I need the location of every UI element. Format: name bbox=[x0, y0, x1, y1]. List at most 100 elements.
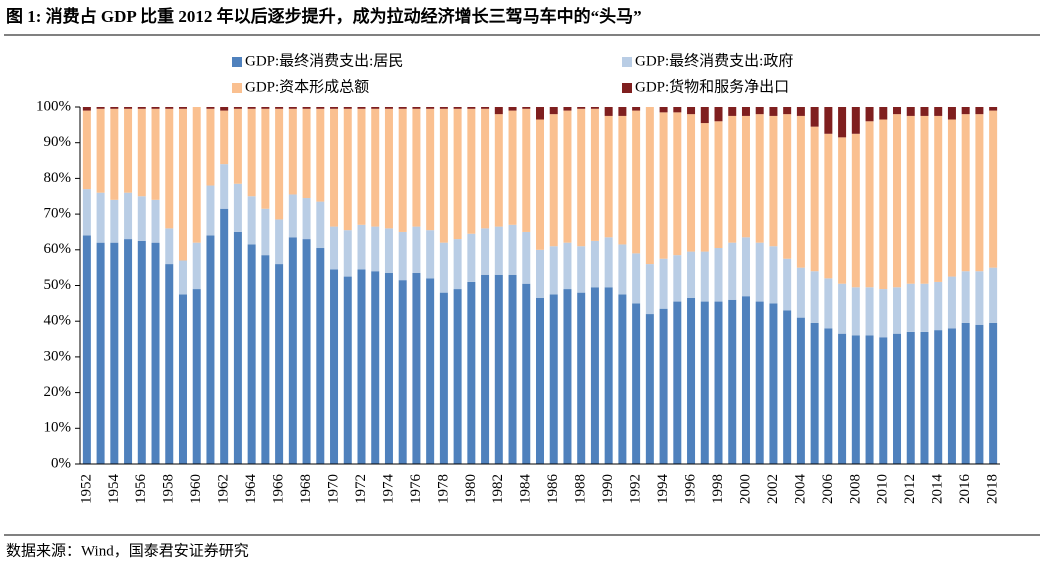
bar-segment bbox=[604, 287, 613, 464]
bar-segment bbox=[783, 107, 792, 115]
bar-segment bbox=[604, 107, 613, 116]
bar-segment bbox=[275, 107, 284, 109]
bar-segment bbox=[590, 287, 599, 464]
bar-segment bbox=[426, 278, 435, 464]
bar-segment bbox=[288, 107, 297, 109]
bar-segment bbox=[645, 107, 654, 265]
bar-segment bbox=[728, 299, 737, 464]
bar-segment bbox=[206, 107, 215, 109]
bar-segment bbox=[467, 107, 476, 109]
x-tick-label: 1996 bbox=[682, 474, 698, 505]
y-tick-label: 40% bbox=[44, 313, 72, 329]
x-tick-label: 1970 bbox=[325, 474, 341, 504]
bar-segment bbox=[165, 108, 174, 229]
bar-segment bbox=[577, 246, 586, 293]
bar-segment bbox=[783, 258, 792, 311]
bar-segment bbox=[851, 287, 860, 336]
bar-segment bbox=[302, 239, 311, 464]
bar-segment bbox=[618, 294, 627, 464]
bar-segment bbox=[824, 278, 833, 329]
y-tick-label: 100% bbox=[36, 98, 71, 114]
bar-segment bbox=[151, 108, 160, 200]
bar-segment bbox=[645, 264, 654, 315]
bar-segment bbox=[439, 108, 448, 243]
x-tick-label: 1984 bbox=[518, 474, 534, 505]
bar-segment bbox=[865, 121, 874, 288]
bar-segment bbox=[879, 337, 888, 464]
bar-segment bbox=[508, 107, 517, 111]
bar-segment bbox=[426, 230, 435, 279]
bar-segment bbox=[838, 107, 847, 138]
legend-label: GDP:最终消费支出:居民 bbox=[245, 52, 403, 69]
bar-segment bbox=[178, 107, 187, 109]
bar-segment bbox=[741, 115, 750, 238]
bar-segment bbox=[151, 199, 160, 243]
bar-segment bbox=[810, 271, 819, 323]
x-tick-label: 1992 bbox=[628, 474, 644, 504]
bar-segment bbox=[178, 260, 187, 295]
bar-segment bbox=[261, 108, 270, 209]
bar-segment bbox=[714, 248, 723, 302]
bar-segment bbox=[522, 283, 531, 464]
bar-segment bbox=[604, 115, 613, 238]
x-tick-label: 1982 bbox=[490, 474, 506, 504]
bar-segment bbox=[357, 107, 366, 109]
bar-segment bbox=[412, 107, 421, 109]
bar-segment bbox=[316, 108, 325, 202]
bar-segment bbox=[714, 107, 723, 122]
bar-segment bbox=[741, 296, 750, 464]
x-tick-label: 1956 bbox=[133, 474, 149, 505]
bar-segment bbox=[563, 107, 572, 111]
bar-segment bbox=[536, 297, 544, 464]
bar-segment bbox=[330, 107, 339, 109]
x-tick-label: 1994 bbox=[655, 474, 671, 505]
x-tick-label: 1962 bbox=[216, 474, 232, 504]
bar-segment bbox=[906, 331, 915, 464]
bar-segment bbox=[947, 276, 956, 329]
x-tick-label: 2018 bbox=[985, 474, 1001, 504]
bar-segment bbox=[343, 276, 352, 464]
bar-segment bbox=[920, 331, 929, 464]
bar-segment bbox=[796, 107, 805, 116]
bar-segment bbox=[563, 110, 572, 243]
bar-segment bbox=[316, 107, 325, 109]
bar-segment bbox=[714, 301, 723, 464]
bar-segment bbox=[439, 107, 448, 109]
y-tick-label: 60% bbox=[44, 241, 72, 257]
bar-segment bbox=[700, 251, 709, 302]
bar-segment bbox=[659, 258, 668, 309]
bar-segment bbox=[426, 108, 435, 231]
bar-segment bbox=[220, 107, 229, 111]
bar-segment bbox=[110, 108, 119, 200]
x-tick-label: 2004 bbox=[792, 474, 808, 505]
bar-segment bbox=[233, 107, 242, 109]
bar-segment bbox=[920, 283, 929, 332]
bar-segment bbox=[82, 189, 91, 236]
x-tick-label: 1954 bbox=[106, 474, 122, 505]
bar-segment bbox=[96, 242, 105, 464]
bar-segment bbox=[728, 242, 737, 300]
x-tick-label: 2008 bbox=[847, 474, 863, 504]
bar-segment bbox=[865, 335, 874, 464]
bar-segment bbox=[947, 119, 956, 277]
x-tick-label: 1966 bbox=[271, 474, 287, 505]
bar-segment bbox=[82, 107, 91, 111]
bar-segment bbox=[659, 112, 668, 259]
x-tick-label: 1976 bbox=[408, 474, 424, 505]
bar-segment bbox=[975, 107, 984, 115]
bar-segment bbox=[247, 196, 256, 245]
bar-segment bbox=[577, 108, 586, 247]
bar-segment bbox=[810, 126, 819, 272]
bar-segment bbox=[851, 133, 860, 288]
bar-segment bbox=[233, 183, 242, 232]
bar-segment bbox=[838, 283, 847, 334]
bar-segment bbox=[481, 107, 490, 109]
bar-segment bbox=[206, 108, 215, 186]
bar-segment bbox=[673, 255, 682, 302]
bar-segment bbox=[522, 107, 531, 109]
x-tick-label: 2014 bbox=[930, 474, 946, 505]
bar-segment bbox=[453, 107, 462, 109]
bar-segment bbox=[659, 308, 668, 464]
bar-segment bbox=[288, 194, 297, 238]
bar-segment bbox=[536, 119, 544, 250]
